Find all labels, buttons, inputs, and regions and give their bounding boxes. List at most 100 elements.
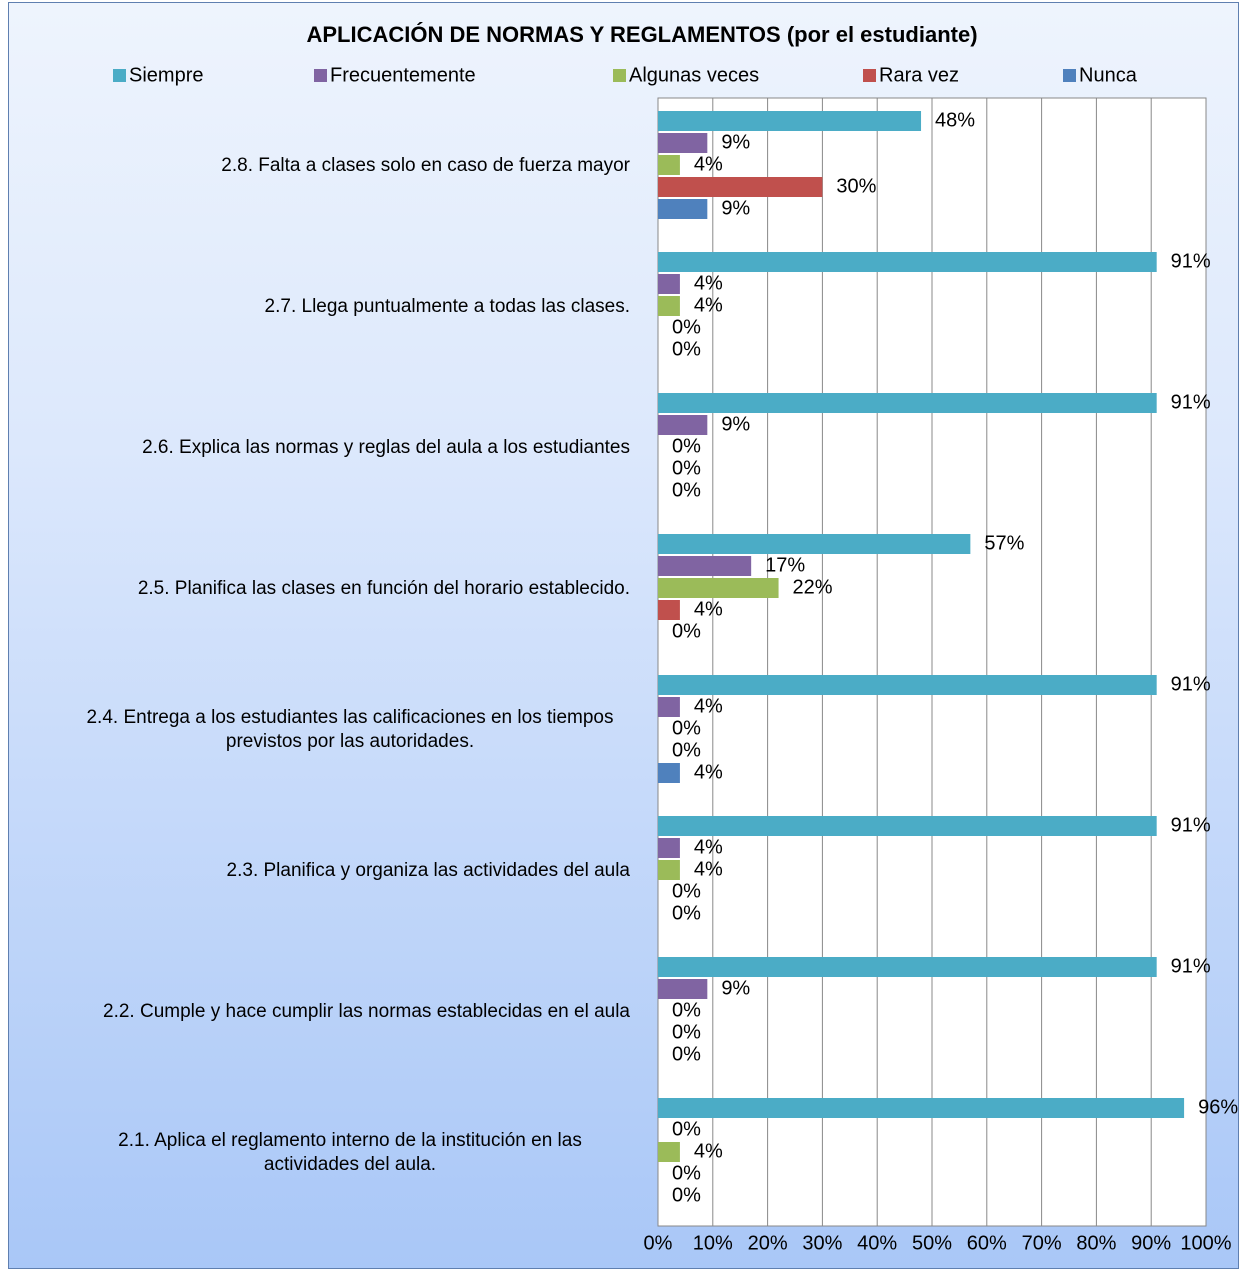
legend-swatch [613, 69, 626, 82]
bar [658, 675, 1157, 695]
x-tick-label: 100% [1180, 1232, 1231, 1254]
bar [658, 556, 752, 576]
data-label: 91% [1171, 955, 1211, 977]
data-label: 0% [672, 1021, 701, 1043]
x-tick-label: 90% [1131, 1232, 1171, 1254]
bar [658, 534, 971, 554]
data-label: 0% [672, 902, 701, 924]
category-label-box: 2.2. Cumple y hace cumplir las normas es… [70, 956, 630, 1067]
bar [658, 274, 680, 294]
data-label: 4% [694, 153, 723, 175]
y-tick-label: 2.7. Llega puntualmente a todas las clas… [264, 295, 630, 317]
data-label: 4% [694, 836, 723, 858]
data-label: 0% [672, 457, 701, 479]
data-label: 30% [836, 175, 876, 197]
x-tick-label: 10% [693, 1232, 733, 1254]
data-label: 4% [694, 695, 723, 717]
legend-label: Nunca [1079, 64, 1138, 86]
data-label: 91% [1171, 814, 1211, 836]
category-label-box: 2.4. Entrega a los estudiantes las calif… [70, 674, 630, 785]
data-label: 57% [984, 532, 1024, 554]
x-tick-label: 80% [1076, 1232, 1116, 1254]
data-label: 4% [694, 761, 723, 783]
data-label: 0% [672, 435, 701, 457]
data-label: 0% [672, 1118, 701, 1140]
y-tick-label: 2.5. Planifica las clases en función del… [137, 577, 630, 599]
data-label: 22% [793, 576, 833, 598]
data-label: 9% [721, 413, 750, 435]
x-tick-label: 70% [1022, 1232, 1062, 1254]
data-label: 0% [672, 999, 701, 1021]
data-label: 96% [1198, 1096, 1238, 1118]
data-label: 0% [672, 1162, 701, 1184]
bar [658, 979, 708, 999]
bar [658, 296, 680, 316]
legend-swatch [1063, 69, 1076, 82]
x-tick-label: 0% [644, 1232, 673, 1254]
data-label: 0% [672, 739, 701, 761]
bar [658, 393, 1157, 413]
data-label: 91% [1171, 673, 1211, 695]
category-label-box: 2.5. Planifica las clases en función del… [70, 533, 630, 644]
data-label: 0% [672, 717, 701, 739]
category-label-box: 2.1. Aplica el reglamento interno de la … [70, 1097, 630, 1208]
x-tick-label: 40% [857, 1232, 897, 1254]
data-label: 0% [672, 880, 701, 902]
chart-title: APLICACIÓN DE NORMAS Y REGLAMENTOS (por … [306, 22, 977, 47]
category-label-box: 2.8. Falta a clases solo en caso de fuer… [70, 110, 630, 221]
data-label: 0% [672, 620, 701, 642]
bar [658, 1142, 680, 1162]
data-label: 91% [1171, 250, 1211, 272]
y-tick-label: 2.3. Planifica y organiza las actividade… [226, 859, 630, 881]
legend-label: Algunas veces [629, 64, 759, 86]
y-tick-label: 2.1. Aplica el reglamento interno de la … [118, 1129, 582, 1175]
bar [658, 415, 708, 435]
bar [658, 860, 680, 880]
legend-label: Frecuentemente [330, 64, 476, 86]
data-label: 9% [721, 977, 750, 999]
bar [658, 578, 779, 598]
data-label: 0% [672, 1184, 701, 1206]
data-label: 0% [672, 479, 701, 501]
data-label: 48% [935, 109, 975, 131]
data-label: 0% [672, 316, 701, 338]
x-tick-label: 30% [802, 1232, 842, 1254]
bar [658, 1098, 1185, 1118]
bar [658, 838, 680, 858]
category-label-box: 2.6. Explica las normas y reglas del aul… [70, 392, 630, 503]
bar [658, 600, 680, 620]
legend-label: Siempre [129, 64, 203, 86]
category-label-box: 2.3. Planifica y organiza las actividade… [70, 815, 630, 926]
bar [658, 763, 680, 783]
bar [658, 252, 1157, 272]
bar [658, 957, 1157, 977]
data-label: 4% [694, 272, 723, 294]
bar [658, 177, 823, 197]
y-tick-label: 2.4. Entrega a los estudiantes las calif… [86, 706, 614, 752]
chart: APLICACIÓN DE NORMAS Y REGLAMENTOS (por … [8, 2, 1239, 1269]
category-label-box: 2.7. Llega puntualmente a todas las clas… [70, 251, 630, 362]
bar [658, 816, 1157, 836]
x-tick-label: 50% [912, 1232, 952, 1254]
data-label: 91% [1171, 391, 1211, 413]
data-label: 4% [694, 294, 723, 316]
legend-swatch [863, 69, 876, 82]
bar [658, 133, 708, 153]
legend-swatch [314, 69, 327, 82]
bar [658, 111, 922, 131]
bar [658, 697, 680, 717]
x-tick-label: 20% [748, 1232, 788, 1254]
legend-swatch [113, 69, 126, 82]
bar [658, 199, 708, 219]
chart-canvas: APLICACIÓN DE NORMAS Y REGLAMENTOS (por … [113, 22, 1238, 1254]
data-label: 17% [765, 554, 805, 576]
bar [658, 155, 680, 175]
y-tick-label: 2.6. Explica las normas y reglas del aul… [142, 436, 630, 458]
data-label: 9% [721, 197, 750, 219]
y-tick-label: 2.8. Falta a clases solo en caso de fuer… [221, 154, 630, 176]
legend-label: Rara vez [879, 64, 959, 86]
y-tick-label: 2.2. Cumple y hace cumplir las normas es… [103, 1000, 630, 1022]
x-tick-label: 60% [967, 1232, 1007, 1254]
data-label: 4% [694, 1140, 723, 1162]
data-label: 0% [672, 338, 701, 360]
